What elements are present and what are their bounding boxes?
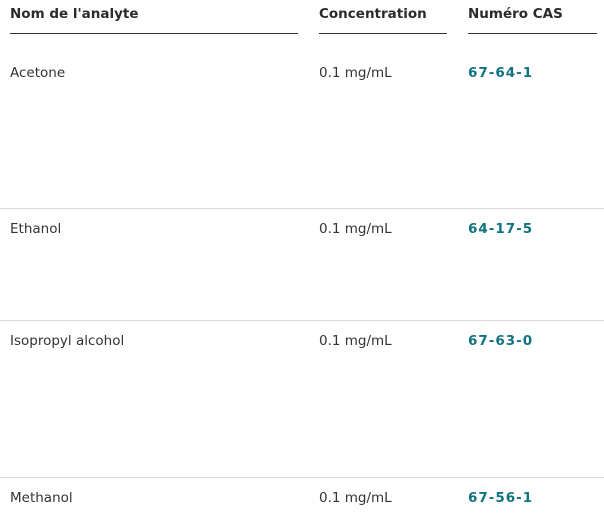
concentration: 0.1 mg/mL [319,333,392,349]
row-divider [0,208,604,209]
column-header-analyte-name: Nom de l'analyte [10,6,298,34]
analyte-name: Ethanol [10,221,62,237]
row-divider [0,477,604,478]
column-header-cas-number: Numéro CAS [468,6,597,34]
concentration: 0.1 mg/mL [319,65,392,81]
analyte-name: Isopropyl alcohol [10,333,125,349]
cas-number-link[interactable]: 64-17-5 [468,221,534,237]
cas-number-link[interactable]: 67-64-1 [468,65,534,81]
analyte-name: Methanol [10,490,73,506]
analyte-name: Acetone [10,65,66,81]
cas-number-link[interactable]: 67-56-1 [468,490,534,506]
column-header-concentration: Concentration [319,6,447,34]
concentration: 0.1 mg/mL [319,221,392,237]
cas-number-link[interactable]: 67-63-0 [468,333,534,349]
row-divider [0,320,604,321]
concentration: 0.1 mg/mL [319,490,392,506]
